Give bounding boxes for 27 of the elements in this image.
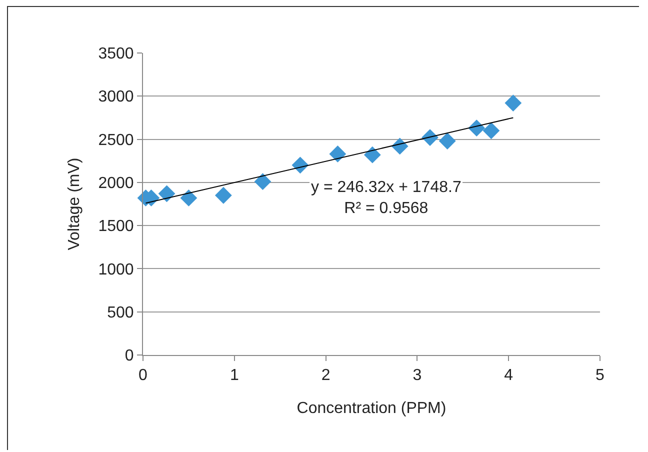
point	[329, 146, 346, 162]
y-tick-label: 3500	[98, 46, 134, 63]
annotation: y = 246.32x + 1748.7 R² = 0.9568	[311, 179, 462, 217]
point	[254, 173, 272, 190]
point	[438, 132, 456, 150]
x-axis-title: Concentration (PPM)	[296, 400, 446, 417]
point	[482, 122, 500, 140]
y-tick-label: 0	[124, 348, 134, 365]
point	[158, 185, 176, 202]
y-tick-label: 1500	[98, 218, 134, 236]
x-tick-label: 5	[596, 367, 605, 384]
point	[364, 146, 381, 164]
y-tick-label: 3000	[98, 88, 134, 106]
y-tick-label: 2500	[98, 132, 134, 149]
point	[422, 129, 438, 146]
point	[214, 186, 232, 204]
x-tick-label: 4	[504, 367, 514, 384]
y-tick-label: 1000	[98, 261, 134, 278]
y-axis-title: Voltage (mV)	[66, 158, 84, 250]
y-tick-label: 2000	[98, 175, 134, 192]
x-tick-label: 1	[230, 367, 239, 384]
x-tick-label: 3	[412, 367, 422, 384]
x-tick-label: 2	[321, 367, 330, 384]
x-tick-label: 0	[138, 367, 148, 384]
point	[180, 190, 198, 206]
point	[504, 94, 522, 112]
y-tick-label: 500	[107, 304, 134, 322]
